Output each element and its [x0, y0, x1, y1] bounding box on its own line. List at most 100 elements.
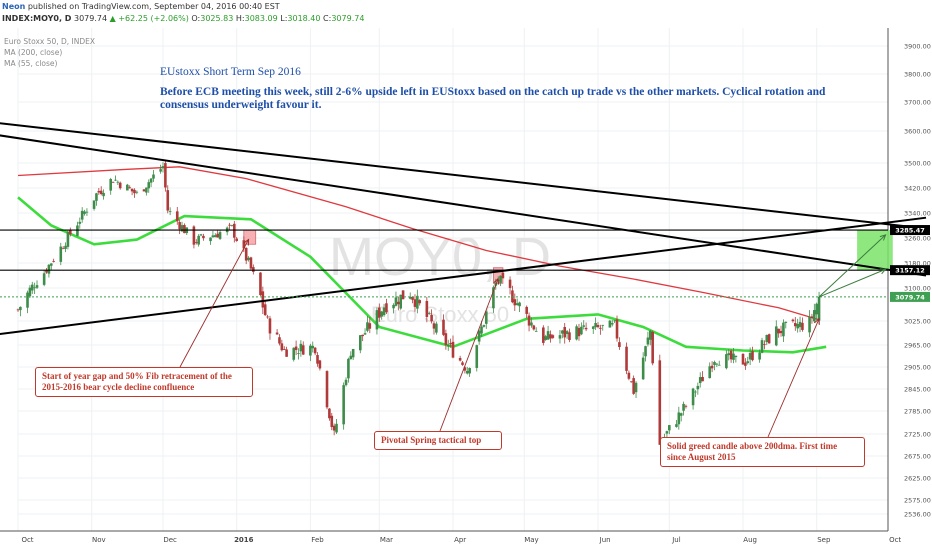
candle-body [252, 267, 255, 272]
candle-body [817, 296, 821, 321]
candle-body [152, 174, 155, 179]
candle-body [684, 405, 688, 407]
callout-gap[interactable]: Start of year gap and 50% Fib retracemen… [35, 367, 253, 397]
candle-body [734, 355, 738, 358]
watermark: MOY0, D Euro Stoxx 50 [329, 227, 551, 327]
candle-body [280, 343, 284, 351]
high-label: H: [235, 14, 245, 23]
callout-pointer-head [814, 317, 820, 325]
candle-body [584, 327, 588, 330]
trend-line [0, 134, 927, 277]
candle-body [161, 166, 165, 168]
y-tick-label: 2575.00 [904, 497, 931, 505]
candle-body [530, 322, 533, 326]
y-tick-label: 3600.00 [904, 128, 931, 136]
candle-body [411, 296, 414, 300]
candle-body [142, 189, 146, 192]
candle-body [183, 224, 186, 234]
x-tick-label: Aug [743, 536, 757, 544]
candle-body [501, 272, 505, 279]
candle-body [708, 366, 712, 379]
candle-body [763, 344, 766, 345]
candle-body [580, 326, 583, 335]
candle-body [33, 287, 36, 289]
candle-body [294, 346, 298, 350]
candle-body [133, 189, 136, 194]
candle-body [596, 324, 600, 328]
candle-body [233, 223, 236, 238]
candle-body [815, 303, 818, 315]
candle-body [446, 344, 450, 347]
publish-info: Neon published on TradingView.com, Septe… [2, 2, 280, 11]
annotation-body[interactable]: Before ECB meeting this week, still 2-6%… [160, 86, 826, 111]
x-tick-label: Oct [889, 536, 901, 544]
candle-body [499, 275, 502, 283]
candle-body [544, 336, 548, 340]
y-tick-label: 3100.00 [904, 285, 931, 293]
x-tick-label: Jun [599, 536, 611, 544]
candle-body [777, 328, 780, 334]
callout-pivot[interactable]: Pivotal Spring tactical top [374, 431, 502, 450]
candle-body [126, 184, 129, 191]
legend-ma200[interactable]: MA (200, close) [4, 48, 63, 57]
x-tick-label: Jul [671, 536, 681, 544]
candle-body [64, 245, 67, 249]
x-tick-label: Apr [454, 536, 466, 544]
candle-body [641, 357, 645, 380]
candle-body [116, 181, 120, 183]
y-tick-label: 3700.00 [904, 99, 931, 107]
candle-body [95, 193, 98, 201]
candle-body [477, 330, 481, 342]
candle-body [549, 334, 552, 339]
legend-ma55[interactable]: MA (55, close) [4, 59, 58, 68]
open-value: 3025.83 [200, 14, 234, 23]
publisher-name[interactable]: Neon [2, 2, 26, 11]
candle-body [202, 235, 205, 239]
candle-body [808, 316, 811, 333]
candle-body [610, 323, 614, 325]
candle-body [618, 342, 621, 347]
last-price: 3079.74 [74, 14, 108, 23]
x-tick-label: 2016 [234, 536, 254, 544]
watermark-name: Euro Stoxx 50 [371, 302, 509, 327]
candle-body [197, 235, 200, 245]
candle-body [801, 322, 804, 330]
callout-candle[interactable]: Solid greed candle above 200dma. First t… [660, 437, 865, 467]
candle-body [347, 358, 350, 379]
candle-body [748, 352, 752, 360]
candle-body [247, 257, 250, 260]
candle-body [111, 181, 115, 183]
candle-body [599, 327, 602, 329]
candle-body [175, 211, 179, 222]
drawn-lines: 3285.47 3157.12 3079.74 [0, 122, 930, 335]
candle-body [791, 319, 795, 322]
candle-body [244, 247, 248, 261]
candle-body [492, 287, 495, 309]
candle-body [66, 231, 70, 247]
candle-body [627, 372, 631, 379]
annotation-title[interactable]: EUstoxx Short Term Sep 2016 [160, 66, 301, 78]
candle-body [97, 190, 101, 193]
candle-body [691, 388, 695, 406]
candle-body [518, 302, 521, 307]
candle-body [546, 331, 550, 340]
candle-body [309, 345, 312, 356]
candle-body [796, 323, 799, 329]
candle-body [99, 190, 103, 195]
candle-body [180, 225, 184, 232]
price-tag [890, 291, 930, 302]
low-value: 3018.40 [287, 14, 321, 23]
candle-body [349, 355, 353, 360]
candle-body [130, 188, 134, 192]
candle-body [52, 261, 55, 262]
candle-body [385, 303, 388, 313]
candle-body [28, 287, 32, 297]
candle-body [242, 240, 246, 249]
candle-body [47, 264, 51, 274]
candle-body [698, 377, 702, 384]
candle-body [668, 425, 671, 431]
y-tick-label: 3340.00 [904, 210, 931, 218]
publish-text: published on TradingView.com, September … [25, 2, 280, 11]
candle-body [149, 178, 153, 183]
